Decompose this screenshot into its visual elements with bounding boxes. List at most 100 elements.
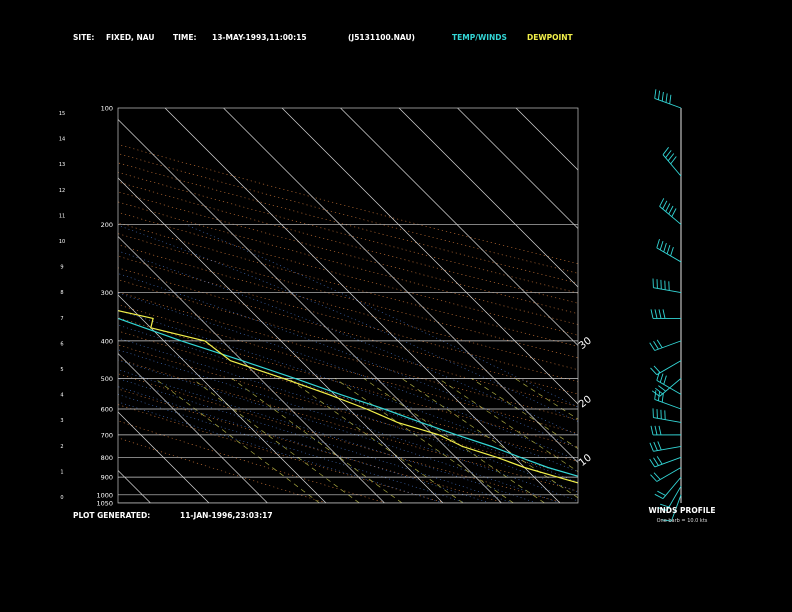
wind-barb-flag: [665, 93, 668, 103]
wind-barb-flag: [653, 441, 658, 451]
wind-barb-flag: [661, 91, 664, 102]
time-label: TIME:: [173, 33, 197, 42]
plot-generated-label: PLOT GENERATED:: [73, 511, 151, 520]
isobars: [118, 224, 578, 503]
dry-adiabat: [118, 153, 578, 274]
mixing-ratio-lines: [154, 378, 578, 503]
plot-generated-value: 11-JAN-1996,23:03:17: [180, 511, 273, 520]
sounding-id: (J5131100.NAU): [348, 33, 415, 42]
wind-barb-flag: [654, 493, 664, 499]
isotherm-line: [398, 108, 578, 288]
height-km-label: 4: [60, 393, 63, 399]
pressure-label: 800: [101, 454, 113, 462]
dewpoint-legend: DEWPOINT: [527, 33, 573, 42]
pressure-label: 100: [101, 105, 113, 113]
isotherm-line: [118, 119, 502, 503]
pressure-label: 700: [101, 431, 113, 439]
moist-adiabat: [118, 309, 578, 473]
wind-barb-staff: [670, 494, 682, 522]
wind-barb-flag: [659, 198, 665, 207]
wind-barb-flag: [663, 375, 667, 385]
plot-area: [0, 108, 578, 503]
wind-barb-flag: [651, 390, 660, 397]
header-bar: SITE: FIXED, NAU TIME: 13-MAY-1993,11:00…: [0, 0, 792, 50]
wind-barb-staff: [659, 206, 682, 225]
isotherm-line: [118, 411, 210, 503]
wind-barb-staff: [656, 360, 682, 376]
winds-profile-panel: [649, 89, 682, 522]
pressure-label: 400: [101, 337, 113, 345]
height-km-label: 15: [59, 111, 65, 117]
wind-barb-flag: [657, 90, 661, 100]
wind-barb-flag: [670, 246, 674, 257]
isotherm-line: [0, 108, 92, 503]
mixing-ratio-line: [438, 378, 578, 473]
isotherm-line: [118, 177, 444, 503]
wind-barb-flag: [671, 208, 677, 217]
isotherm-line: [515, 108, 578, 171]
isotherm-line: [340, 108, 578, 346]
mixing-ratio-line: [401, 378, 578, 499]
height-km-label: 6: [60, 341, 63, 347]
height-km-label: 13: [59, 162, 65, 168]
wind-barb-flag: [661, 392, 664, 403]
wind-barb-staff: [656, 380, 682, 395]
moist-adiabat: [118, 369, 537, 503]
wind-barb-staff: [654, 456, 682, 468]
isotherm-line: [223, 108, 578, 463]
wind-barb-flag: [653, 472, 661, 480]
mixing-ratio-line: [334, 378, 514, 503]
isotherm-right-label: 30: [577, 335, 594, 352]
height-km-label: 7: [60, 316, 63, 322]
dry-adiabat: [118, 181, 578, 304]
wind-barb-flag: [658, 309, 662, 319]
pressure-label: 600: [101, 405, 113, 413]
wind-barb-flag: [662, 200, 668, 210]
wind-barb-staff: [654, 340, 682, 351]
height-km-label: 0: [60, 495, 63, 501]
height-km-label: 9: [60, 265, 63, 271]
wind-barb-flag: [649, 458, 656, 468]
dewpoint-line: [118, 310, 578, 484]
mixing-ratio-line: [471, 378, 578, 450]
wind-barb-flag: [654, 309, 658, 319]
wind-barb-flag: [670, 156, 677, 165]
height-km-label: 3: [60, 418, 63, 424]
wind-barb-flag: [658, 425, 662, 435]
isotherm-right-label: 10: [577, 452, 594, 469]
wind-barb-flag: [669, 94, 672, 104]
isotherm-line: [118, 294, 327, 503]
wind-barb-flag: [650, 474, 658, 482]
time-value: 13-MAY-1993,11:00:15: [212, 33, 307, 42]
isotherm-line: [164, 108, 561, 503]
dry-adiabat: [118, 330, 578, 462]
wind-barb-flag: [654, 390, 657, 400]
axis-labels: 1002003004005006007008009001000105001234…: [59, 105, 594, 508]
wind-barb-staff: [656, 247, 682, 263]
isotherm-line: [281, 108, 578, 405]
isotherm-right-label: 20: [577, 394, 594, 411]
dry-adiabat: [118, 211, 578, 336]
wind-barb-staff: [653, 287, 682, 293]
wind-barb-flag: [662, 147, 669, 155]
wind-barb-flag: [649, 342, 656, 351]
wind-barb-flag: [660, 503, 670, 508]
dewpoint-profile: [118, 310, 578, 484]
wind-barb-flag: [656, 238, 660, 249]
height-km-label: 12: [59, 188, 65, 194]
wind-barb-flag: [668, 205, 674, 215]
isotherm-line: [118, 353, 268, 503]
wind-barb-flag: [653, 341, 659, 350]
moist-adiabat: [118, 401, 444, 503]
wind-barb-flag: [649, 442, 654, 452]
dry-adiabat: [118, 388, 505, 503]
wind-barb-flag: [654, 89, 657, 99]
temp-winds-legend: TEMP/WINDS: [452, 33, 507, 42]
mixing-ratio-line: [231, 378, 403, 503]
dry-adiabat: [118, 358, 578, 492]
dry-adiabats: [118, 144, 578, 503]
isotherm-line: [118, 236, 385, 503]
wind-barb-flag: [655, 387, 663, 395]
pressure-label: 500: [101, 375, 113, 383]
